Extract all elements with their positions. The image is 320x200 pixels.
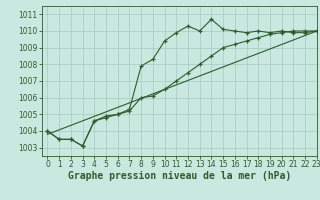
X-axis label: Graphe pression niveau de la mer (hPa): Graphe pression niveau de la mer (hPa) <box>68 171 291 181</box>
